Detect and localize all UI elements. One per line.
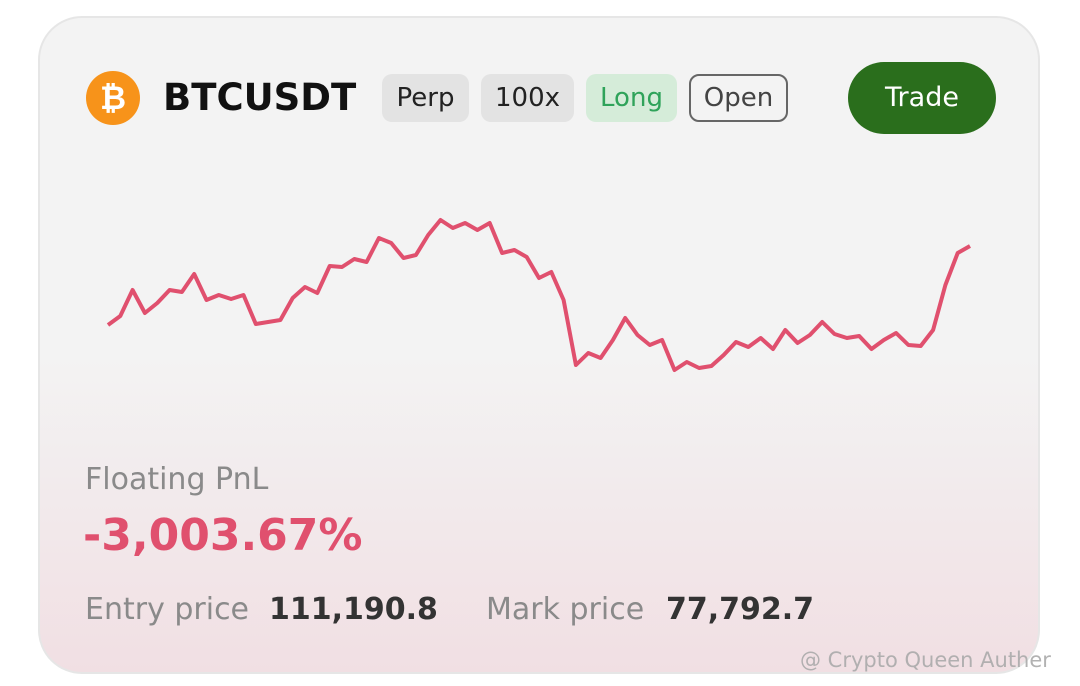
badge: Open bbox=[689, 74, 788, 122]
pnl-label: Floating PnL bbox=[85, 462, 269, 497]
badge: Long bbox=[586, 74, 677, 122]
badge: 100x bbox=[481, 74, 574, 122]
mark-label: Mark price bbox=[486, 592, 645, 627]
entry-value: 111,190.8 bbox=[269, 592, 438, 627]
watermark: @ Crypto Queen Auther bbox=[800, 648, 1051, 672]
badge: Perp bbox=[382, 74, 469, 122]
price-line bbox=[106, 218, 971, 372]
trade-button[interactable]: Trade bbox=[848, 62, 996, 134]
mark-value: 77,792.7 bbox=[666, 592, 815, 627]
pnl-value: -3,003.67% bbox=[83, 510, 363, 561]
symbol: BTCUSDT bbox=[163, 76, 357, 119]
entry-label: Entry price bbox=[85, 592, 250, 627]
coin-icon: ₿ bbox=[86, 71, 140, 125]
